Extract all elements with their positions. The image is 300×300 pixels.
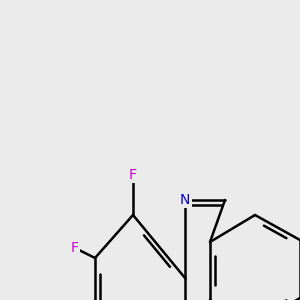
Text: F: F (71, 241, 79, 255)
Text: F: F (129, 168, 137, 182)
Text: N: N (180, 193, 190, 207)
